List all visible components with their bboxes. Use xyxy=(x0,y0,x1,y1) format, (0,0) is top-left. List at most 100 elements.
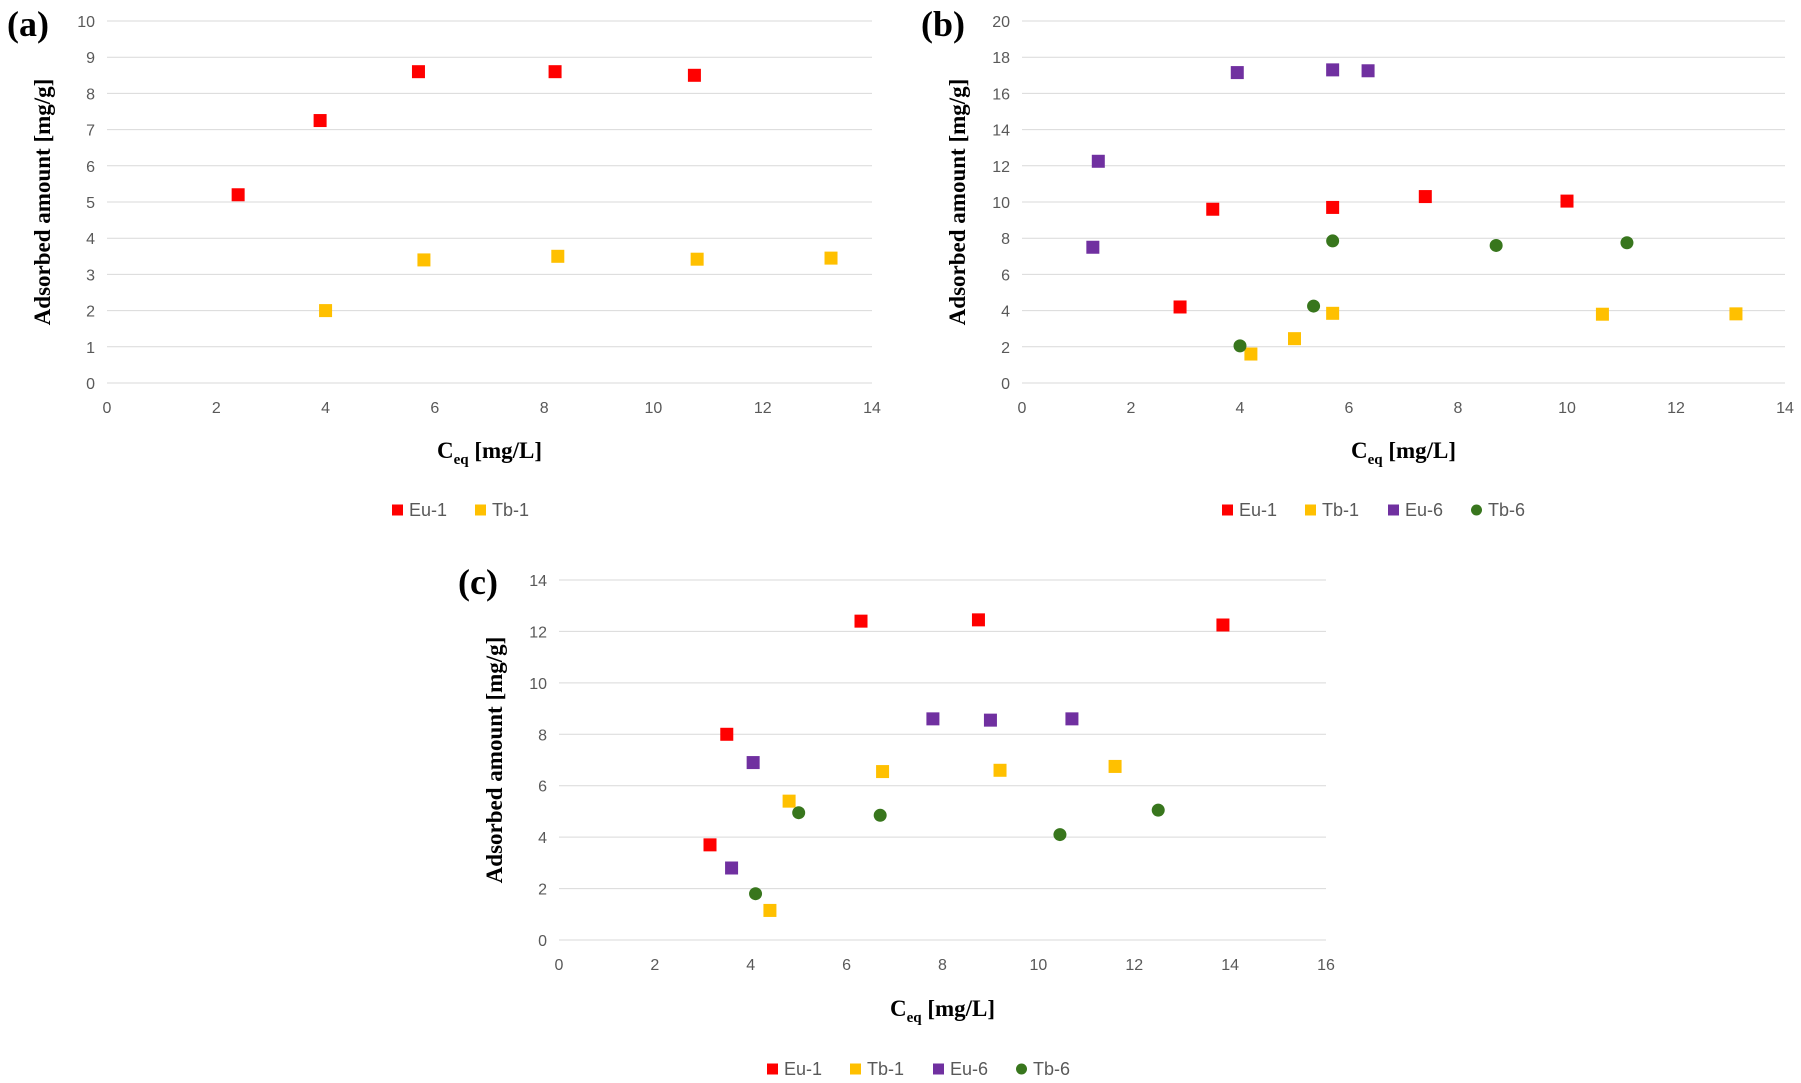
panel-b-point-tb-6 xyxy=(1620,236,1634,250)
panel-c-point-eu-6 xyxy=(725,861,739,875)
panel-b-legend-marker-tb-6 xyxy=(1471,504,1482,516)
panel-b-y-tick-label: 2 xyxy=(1001,340,1010,357)
panel-b-point-eu-6 xyxy=(1091,154,1105,168)
panel-b-chart: 0 2 4 6 8 10 12 14 16 18 20 0 2 4 6 8 10 12 14 (b) Adsorbed … xyxy=(921,4,1794,520)
panel-a-series-eu-1 xyxy=(231,65,701,202)
panel-a-y-tick-label: 2 xyxy=(86,304,95,321)
panel-a-y-tick-label: 9 xyxy=(86,50,95,67)
panel-c-point-tb-6 xyxy=(749,887,763,901)
panel-c-legend-label-eu-6: Eu-6 xyxy=(950,1059,988,1079)
panel-b-series-eu-1 xyxy=(1173,190,1574,314)
panel-b-point-eu-6 xyxy=(1326,63,1340,77)
panel-c-point-tb-1 xyxy=(763,903,777,917)
panel-a-y-tick-label: 6 xyxy=(86,159,95,176)
panel-c-y-tick-label: 2 xyxy=(538,882,547,899)
panel-a-x-tick-label: 12 xyxy=(754,400,772,417)
panel-b-y-tick-label: 14 xyxy=(992,123,1010,140)
panel-c-series-tb-6 xyxy=(749,803,1165,901)
panel-b-point-tb-1 xyxy=(1595,307,1609,321)
panel-b-point-tb-1 xyxy=(1729,307,1743,321)
panel-a-point-tb-1 xyxy=(690,252,704,266)
panel-b-x-axis-title: Ceq [mg/L] xyxy=(1351,438,1456,468)
panel-a-x-tick-label: 2 xyxy=(212,400,221,417)
panel-b-label: (b) xyxy=(921,4,965,44)
panel-b-legend-marker-eu-1 xyxy=(1222,504,1233,516)
panel-c-x-axis-title-sub: eq xyxy=(907,1010,923,1026)
panel-c-series-eu-6 xyxy=(725,712,1079,875)
panel-a-y-tick-label: 5 xyxy=(86,195,95,212)
panel-a-point-eu-1 xyxy=(411,65,425,79)
panel-c-point-tb-1 xyxy=(782,794,796,808)
panel-b-point-eu-6 xyxy=(1361,64,1375,78)
panel-a-x-tick-label: 14 xyxy=(863,400,881,417)
panel-c-x-tick-label: 10 xyxy=(1029,957,1047,974)
panel-c-point-eu-1 xyxy=(854,614,868,628)
panel-c-y-tick-label: 4 xyxy=(538,830,547,847)
panel-a-y-tick-label: 3 xyxy=(86,267,95,284)
panel-b-x-axis-title-sub: eq xyxy=(1368,452,1384,468)
panel-a-series-tb-1 xyxy=(319,249,838,318)
panel-b-y-tick-label: 20 xyxy=(992,14,1010,31)
panel-c-legend-label-tb-6: Tb-6 xyxy=(1033,1059,1070,1079)
panel-b-legend-marker-eu-6 xyxy=(1388,504,1399,516)
panel-c-point-tb-6 xyxy=(792,806,806,820)
panel-c-point-eu-1 xyxy=(720,727,734,741)
panel-a-y-tick-label: 4 xyxy=(86,231,95,248)
panel-c-legend-label-eu-1: Eu-1 xyxy=(784,1059,822,1079)
panel-c-x-tick-label: 12 xyxy=(1125,957,1143,974)
panel-b-series-eu-6 xyxy=(1086,63,1375,254)
panel-b-point-eu-6 xyxy=(1086,240,1100,254)
panel-b-point-tb-6 xyxy=(1326,234,1340,248)
panel-b-y-tick-label: 12 xyxy=(992,159,1010,176)
panel-a-x-axis-title: Ceq [mg/L] xyxy=(437,438,542,468)
panel-b-series-tb-1 xyxy=(1244,306,1743,361)
panel-a-x-tick-label: 4 xyxy=(321,400,330,417)
panel-b-point-eu-1 xyxy=(1418,190,1432,204)
panel-b-y-tick-label: 6 xyxy=(1001,267,1010,284)
panel-b-point-tb-1 xyxy=(1244,347,1258,361)
panel-b-y-tick-label: 4 xyxy=(1001,304,1010,321)
panel-b-point-eu-1 xyxy=(1173,300,1187,314)
panel-c-point-tb-1 xyxy=(876,765,890,779)
panel-b-point-tb-6 xyxy=(1489,238,1503,252)
panel-a-x-tick-label: 10 xyxy=(645,400,663,417)
panel-c-x-axis-title: Ceq [mg/L] xyxy=(890,996,995,1026)
panel-a-y-tick-label: 7 xyxy=(86,123,95,140)
panel-c-x-tick-label: 14 xyxy=(1221,957,1239,974)
panel-a-y-tick-label: 8 xyxy=(86,86,95,103)
panel-a-point-eu-1 xyxy=(231,188,245,202)
panel-a-point-tb-1 xyxy=(551,249,565,263)
panel-c-legend-label-tb-1: Tb-1 xyxy=(867,1059,904,1079)
panel-a-point-tb-1 xyxy=(824,251,838,265)
panel-b-legend-marker-tb-1 xyxy=(1305,504,1316,516)
panel-c-y-tick-label: 14 xyxy=(529,573,547,590)
panel-c-series-tb-1 xyxy=(763,759,1122,917)
panel-a-point-tb-1 xyxy=(417,253,431,267)
panel-a-y-axis-title: Adsorbed amount [mg/g] xyxy=(30,79,55,326)
panel-a-legend-marker-tb-1 xyxy=(475,504,486,516)
panel-a-label: (a) xyxy=(7,4,49,44)
panel-c-x-tick-label: 4 xyxy=(746,957,755,974)
panel-b-legend-label-tb-1: Tb-1 xyxy=(1322,500,1359,520)
panel-a-point-eu-1 xyxy=(548,65,562,79)
panel-a-legend-marker-eu-1 xyxy=(392,504,403,516)
panel-a-x-tick-label: 6 xyxy=(430,400,439,417)
panel-c-label: (c) xyxy=(458,562,498,602)
panel-b-x-tick-label: 12 xyxy=(1667,400,1685,417)
panel-c-y-tick-label: 8 xyxy=(538,727,547,744)
panel-c-x-tick-label: 8 xyxy=(938,957,947,974)
panel-c-point-eu-1 xyxy=(1216,618,1230,632)
panel-c-point-eu-1 xyxy=(971,613,985,627)
panel-b-x-tick-label: 14 xyxy=(1776,400,1794,417)
panel-b-legend-label-eu-6: Eu-6 xyxy=(1405,500,1443,520)
panel-b-x-tick-label: 2 xyxy=(1127,400,1136,417)
panel-b-legend-label-tb-6: Tb-6 xyxy=(1488,500,1525,520)
panel-b-y-tick-label: 8 xyxy=(1001,231,1010,248)
panel-a-x-axis-title-main: C xyxy=(437,438,454,463)
panel-c-point-eu-6 xyxy=(1065,712,1079,726)
panel-c-x-tick-label: 2 xyxy=(650,957,659,974)
panel-c-x-axis-title-unit: [mg/L] xyxy=(922,996,995,1021)
panel-c-point-eu-6 xyxy=(746,756,760,770)
panel-c-point-tb-6 xyxy=(873,808,887,822)
